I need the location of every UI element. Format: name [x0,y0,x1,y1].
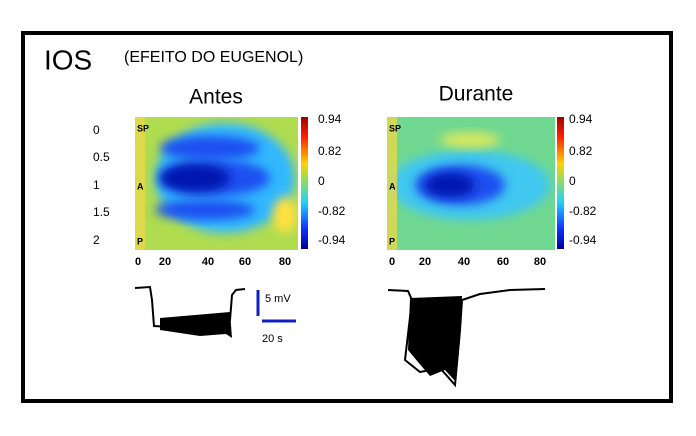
colorbar-label: 0.94 [318,112,342,126]
panel-title: Durante [439,83,514,106]
y-tick-label: 2 [93,233,100,247]
title: IOS [44,44,92,75]
panel-title: Antes [189,86,243,109]
colorbar-label: 0.94 [569,112,593,126]
colorbar-label: 0 [318,174,325,188]
heatmap-blob [160,164,230,192]
y-tick-label: 1 [93,178,100,192]
x-tick-label: 80 [534,256,546,268]
heatmap-blob [160,136,260,160]
marker: A [389,181,396,191]
x-tick-label: 20 [419,256,431,268]
colorbar-label: 0.82 [318,144,342,158]
x-tick-label: 60 [239,256,251,268]
marker: A [137,181,144,191]
colorbar-label: -0.82 [569,204,597,218]
colorbar-label: -0.94 [318,233,346,247]
y-tick-label: 0 [93,123,100,137]
heatmap-edge [387,117,397,250]
marker: SP [389,123,401,133]
x-tick-label: 60 [497,256,509,268]
y-tick-label: 1.5 [93,205,110,219]
x-tick-label: 40 [202,256,214,268]
x-tick-label: 0 [135,256,141,268]
heatmap [135,117,298,250]
x-tick-label: 40 [458,256,470,268]
x-tick-label: 80 [279,256,291,268]
colorbar [301,117,308,249]
colorbar-label: -0.82 [318,204,346,218]
y-tick-label: 0.5 [93,150,110,164]
x-tick-label: 0 [389,256,395,268]
x-tick-label: 20 [159,256,171,268]
marker: SP [137,123,149,133]
heatmap-blob [273,197,297,233]
trace-antes-burst [160,312,232,338]
scale-time: 20 s [262,333,283,345]
marker: P [389,236,395,246]
colorbar-label: 0.82 [569,144,593,158]
trace-durante-burst [408,296,462,382]
colorbar-label: -0.94 [569,233,597,247]
heatmap-blob [425,173,475,197]
colorbar-label: 0 [569,174,576,188]
heatmap [387,117,555,250]
heatmap-blob [155,200,255,220]
heatmap-edge [135,117,145,250]
marker: P [137,236,143,246]
scale-voltage: 5 mV [265,293,291,305]
heatmap-blob [440,132,500,148]
subtitle: (EFEITO DO EUGENOL) [124,49,303,66]
colorbar [557,117,564,249]
